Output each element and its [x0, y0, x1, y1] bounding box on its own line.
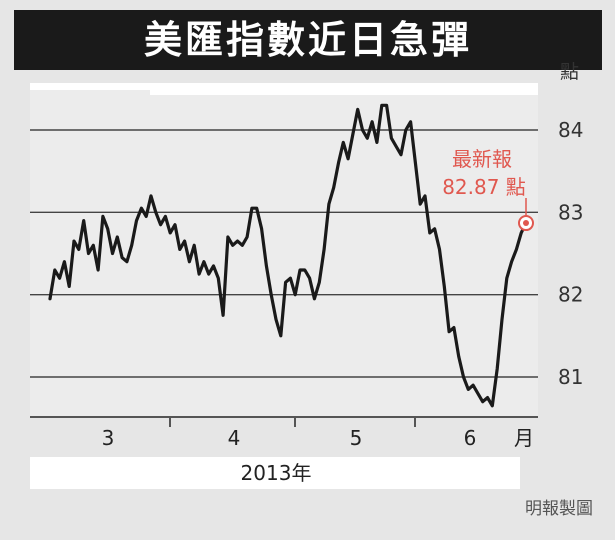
y-unit-label: 點 — [560, 61, 579, 83]
x-tick-label: 4 — [228, 426, 241, 450]
annotation-line1: 最新報 — [452, 147, 512, 171]
title-bar: 美匯指數近日急彈 — [14, 10, 602, 70]
x-tick-label: 5 — [350, 426, 363, 450]
area-fill — [30, 90, 538, 417]
chart-title: 美匯指數近日急彈 — [143, 18, 472, 62]
x-axis-labels: 3 4 5 6 — [102, 426, 477, 450]
y-axis-labels: 84 83 82 81 — [558, 118, 583, 389]
x-axis-ticks — [169, 417, 416, 427]
y-tick-label: 82 — [558, 283, 583, 307]
y-tick-label: 81 — [558, 365, 583, 389]
y-tick-label: 83 — [558, 200, 583, 224]
latest-marker-dot — [523, 220, 529, 227]
x-unit-label: 月 — [514, 426, 534, 450]
year-band — [30, 457, 520, 489]
latest-marker — [518, 215, 534, 232]
y-tick-label: 84 — [558, 118, 583, 142]
x-tick-label: 3 — [102, 426, 115, 450]
annotation-line2: 82.87 點 — [442, 175, 526, 199]
credit-label: 明報製圖 — [525, 499, 593, 519]
x-tick-label: 6 — [464, 426, 477, 450]
series-line — [48, 103, 528, 408]
year-label: 2013年 — [241, 461, 312, 485]
